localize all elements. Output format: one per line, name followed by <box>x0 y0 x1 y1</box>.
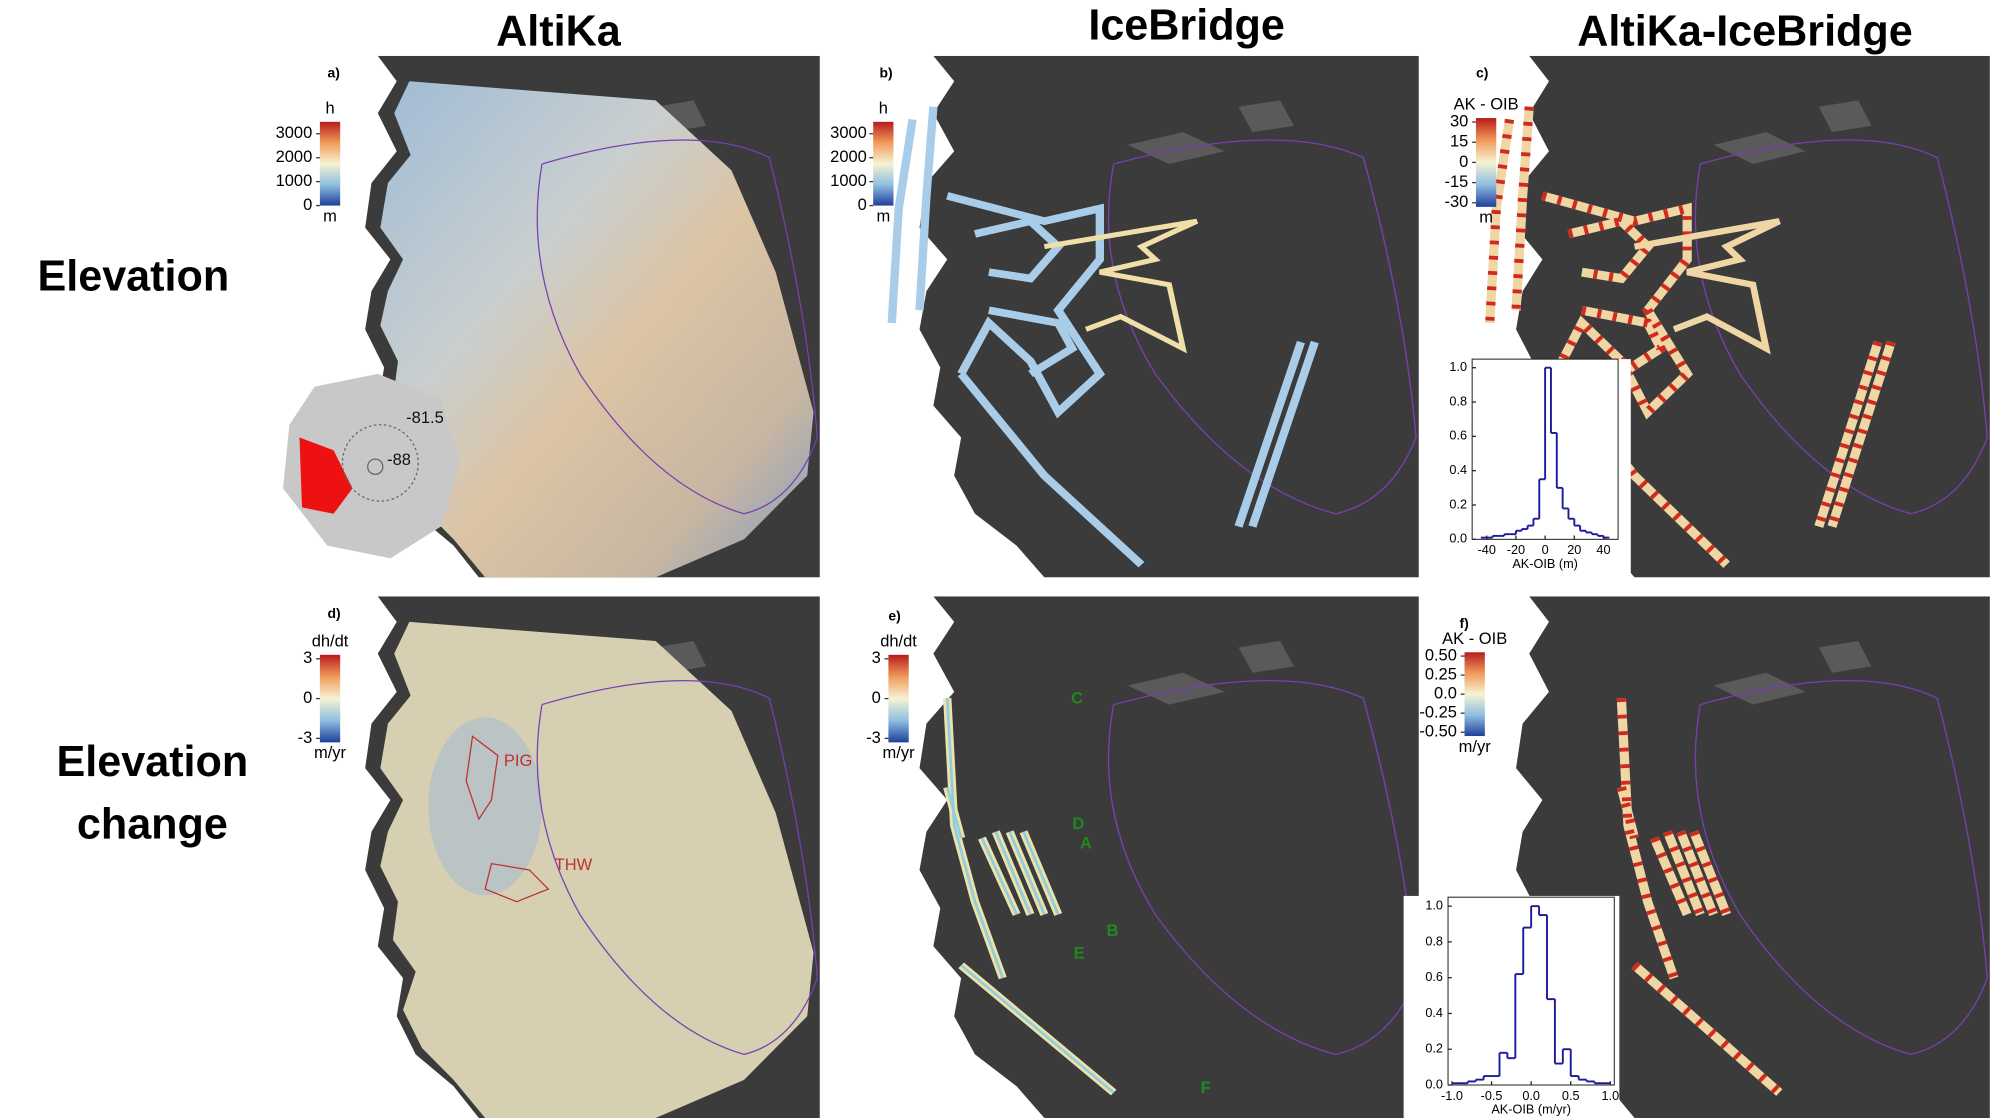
panel-letter: c) <box>1476 64 1488 80</box>
map-panel <box>277 596 820 1118</box>
map-label: B <box>1107 922 1119 940</box>
colorbar-unit: m/yr <box>883 744 916 762</box>
panel-letter: b) <box>880 64 893 80</box>
colorbar-tick-label: -15 <box>1445 173 1469 191</box>
colorbar-tick-label: -30 <box>1445 193 1469 211</box>
y-tick-label: 0.4 <box>1449 463 1467 477</box>
y-tick-label: 1.0 <box>1449 360 1467 374</box>
colorbar <box>320 122 340 206</box>
colorbar <box>320 655 340 743</box>
x-tick-label: -20 <box>1507 543 1525 557</box>
colorbar-title: dh/dt <box>312 632 349 650</box>
panel-letter: f) <box>1459 615 1468 631</box>
row-title: Elevation <box>37 253 229 301</box>
colorbar-title: h <box>325 99 334 117</box>
colorbar-tick-label: -0.50 <box>1419 723 1457 741</box>
colorbar-tick-label: 30 <box>1450 112 1468 130</box>
x-tick-label: 0.5 <box>1562 1089 1580 1103</box>
y-tick-label: 0.2 <box>1449 497 1467 511</box>
x-tick-label: 1.0 <box>1601 1089 1619 1103</box>
colorbar-tick-label: 3 <box>872 649 881 667</box>
map-label: A <box>1080 834 1092 852</box>
panel-letter: e) <box>888 607 900 623</box>
colorbar-tick-label: -0.25 <box>1419 704 1457 722</box>
x-tick-label: 40 <box>1596 543 1610 557</box>
y-tick-label: 0.0 <box>1425 1077 1443 1091</box>
colorbar-tick-label: -3 <box>866 729 881 747</box>
x-tick-label: -0.5 <box>1481 1089 1503 1103</box>
panel-letter: a) <box>327 64 339 80</box>
map-label: -88 <box>387 451 411 469</box>
colorbar-tick-label: 0 <box>303 196 312 214</box>
map-label: E <box>1074 945 1085 963</box>
x-tick-label: 20 <box>1567 543 1581 557</box>
map-panel <box>277 56 820 578</box>
map-panel <box>822 56 1418 578</box>
colorbar-tick-label: 0.0 <box>1434 685 1457 703</box>
y-tick-label: 1.0 <box>1425 898 1443 912</box>
y-tick-label: 0.4 <box>1425 1006 1443 1020</box>
colorbar-tick-label: -3 <box>298 729 313 747</box>
map-panel <box>822 596 1418 1118</box>
colorbar-tick-label: 2000 <box>830 148 867 166</box>
map-label: C <box>1071 690 1083 708</box>
colorbar-tick-label: 0 <box>1459 153 1468 171</box>
colorbar-tick-label: 1000 <box>276 172 313 190</box>
column-title: AltiKa <box>496 8 622 56</box>
colorbar-tick-label: 2000 <box>276 148 313 166</box>
page: {"column_titles":["AltiKa","IceBridge","… <box>0 0 1990 1118</box>
map-label: THW <box>555 856 593 874</box>
colorbar-tick-label: 15 <box>1450 133 1468 151</box>
x-tick-label: -1.0 <box>1441 1089 1463 1103</box>
colorbar-tick-label: 0.25 <box>1425 665 1457 683</box>
y-tick-label: 0.8 <box>1449 394 1467 408</box>
column-title: IceBridge <box>1088 1 1285 49</box>
y-tick-label: 0.2 <box>1425 1042 1443 1056</box>
colorbar-tick-label: 1000 <box>830 172 867 190</box>
colorbar-title: h <box>879 99 888 117</box>
x-tick-label: 0.0 <box>1522 1089 1540 1103</box>
colorbar-tick-label: 3000 <box>830 124 867 142</box>
colorbar <box>1465 652 1485 736</box>
colorbar-tick-label: 0 <box>858 196 867 214</box>
x-tick-label: 0 <box>1542 543 1549 557</box>
colorbar-tick-label: 3000 <box>276 124 313 142</box>
map-label: D <box>1072 815 1084 833</box>
colorbar-tick-label: 0.50 <box>1425 646 1457 664</box>
column-title: AltiKa-IceBridge <box>1577 8 1912 56</box>
colorbar <box>888 655 908 743</box>
map-label: PIG <box>504 752 532 770</box>
x-axis-label: AK-OIB (m/yr) <box>1491 1103 1571 1117</box>
y-tick-label: 0.8 <box>1425 934 1443 948</box>
y-tick-label: 0.0 <box>1449 532 1467 546</box>
y-tick-label: 0.6 <box>1449 429 1467 443</box>
colorbar-unit: m <box>323 207 337 225</box>
colorbar-title: AK - OIB <box>1454 96 1519 114</box>
colorbar-unit: m/yr <box>314 744 347 762</box>
colorbar-tick-label: 0 <box>303 689 312 707</box>
x-axis-label: AK-OIB (m) <box>1512 557 1578 571</box>
y-tick-label: 0.6 <box>1425 970 1443 984</box>
colorbar-tick-label: 3 <box>303 649 312 667</box>
figure: AltiKa IceBridge AltiKa-IceBridge Elevat… <box>0 0 1990 1118</box>
colorbar-unit: m/yr <box>1459 738 1492 756</box>
colorbar-unit: m <box>1479 209 1493 227</box>
colorbar-title: dh/dt <box>880 632 917 650</box>
map-label: -81.5 <box>406 409 444 427</box>
colorbar-tick-label: 0 <box>872 689 881 707</box>
panel-letter: d) <box>327 605 340 621</box>
colorbar-title: AK - OIB <box>1442 630 1507 648</box>
map-label: F <box>1201 1079 1211 1097</box>
colorbar <box>1476 118 1496 207</box>
colorbar-unit: m <box>876 207 890 225</box>
colorbar <box>873 122 893 206</box>
x-tick-label: -40 <box>1478 543 1496 557</box>
